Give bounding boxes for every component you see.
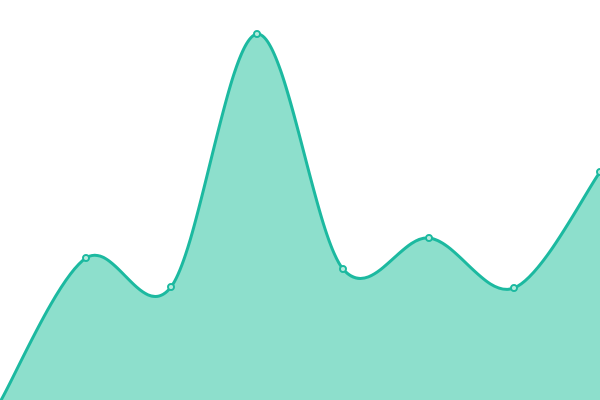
data-point-marker — [253, 30, 261, 38]
data-point-marker — [82, 254, 90, 262]
area-fill — [1, 33, 600, 400]
data-point-marker — [425, 234, 433, 242]
data-point-marker — [167, 283, 175, 291]
data-point-markers — [82, 30, 600, 292]
data-point-marker — [510, 284, 518, 292]
line-path — [0, 32, 600, 400]
data-point-marker — [339, 265, 347, 273]
data-point-marker — [596, 168, 600, 176]
